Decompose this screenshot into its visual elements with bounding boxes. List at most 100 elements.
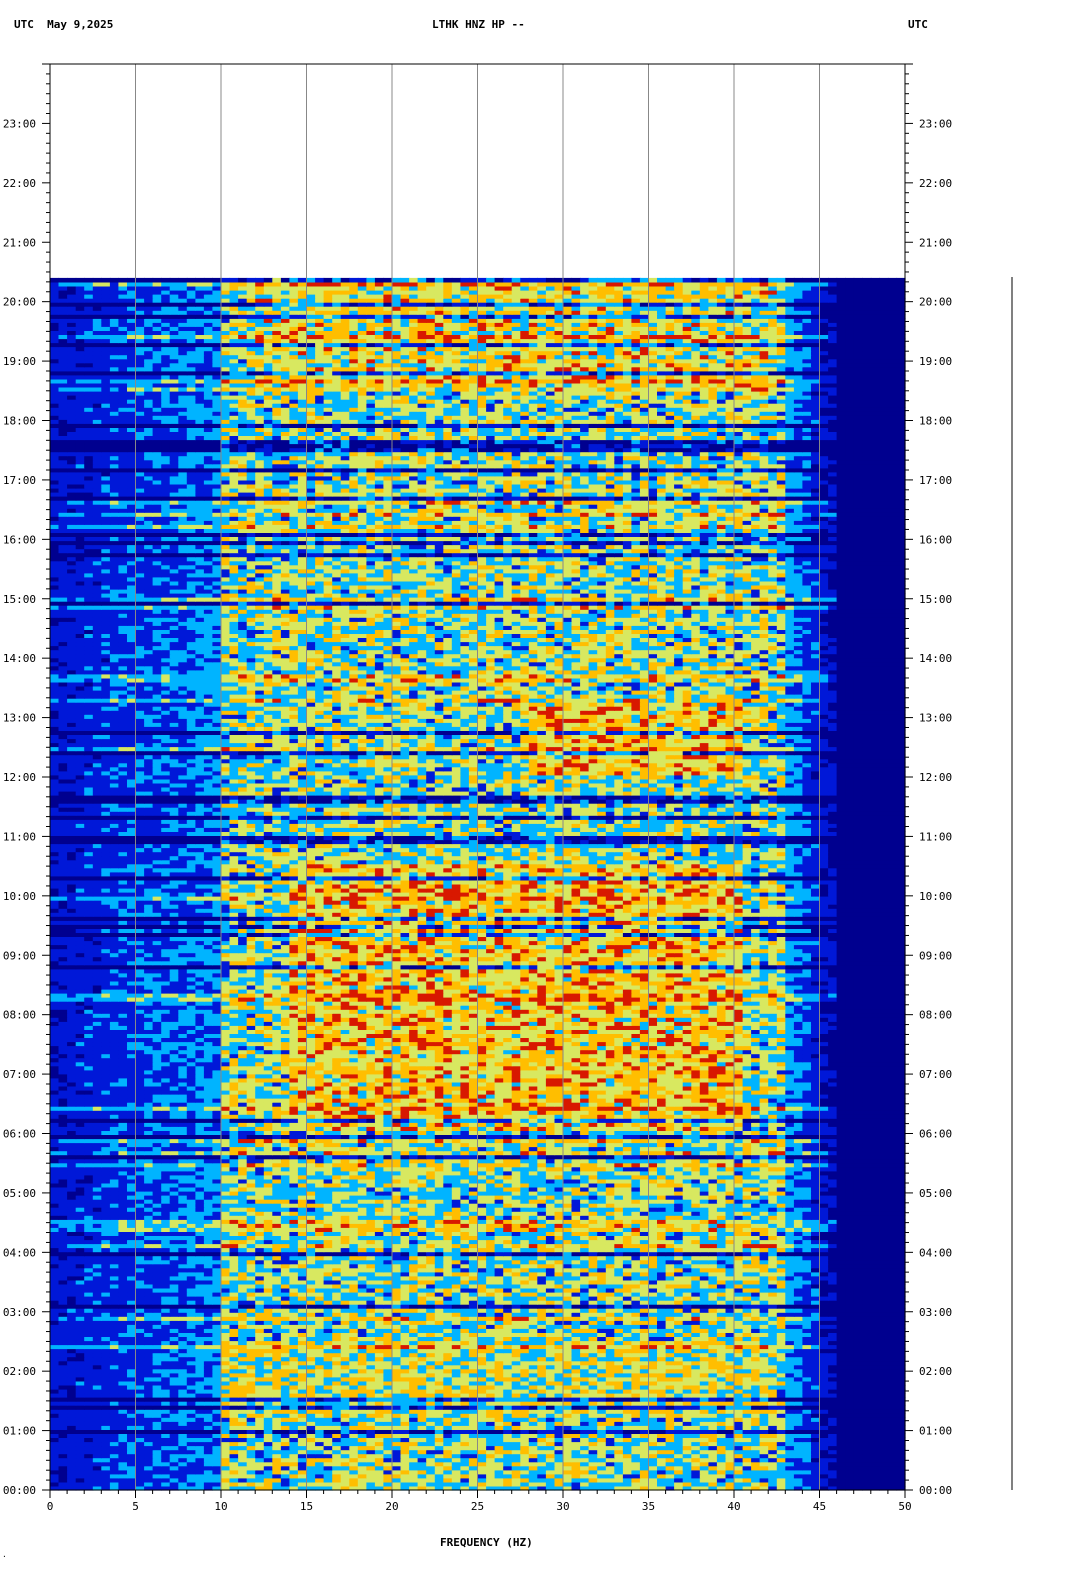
heatmap-cell	[862, 1389, 872, 1394]
heatmap-cell	[571, 1312, 581, 1317]
heatmap-cell	[571, 1429, 581, 1434]
heatmap-cell	[759, 1429, 769, 1434]
heatmap-cell	[118, 1393, 128, 1398]
heatmap-cell	[691, 1304, 701, 1309]
heatmap-cell	[776, 1340, 786, 1346]
heatmap-cell	[297, 1336, 308, 1342]
heatmap-cell	[725, 1486, 735, 1491]
heatmap-cell	[289, 1288, 299, 1293]
heatmap-cell	[520, 1486, 530, 1491]
heatmap-cell	[811, 1413, 821, 1418]
heatmap-cell	[417, 1397, 427, 1402]
heatmap-cell	[195, 1433, 205, 1438]
heatmap-cell	[306, 1288, 316, 1293]
heatmap-cell	[571, 1465, 581, 1471]
heatmap-cell	[494, 1445, 504, 1451]
heatmap-cell	[144, 1453, 154, 1459]
heatmap-cell	[340, 1356, 350, 1362]
heatmap-cell	[203, 1360, 213, 1366]
heatmap-cell	[751, 1409, 761, 1414]
heatmap-cell	[426, 1405, 436, 1410]
heatmap-cell	[699, 1457, 709, 1463]
heatmap-cell	[828, 1364, 838, 1370]
heatmap-cell	[118, 1437, 128, 1443]
heatmap-cell	[92, 1364, 102, 1370]
heatmap-cell	[614, 1300, 624, 1305]
heatmap-cell	[836, 1453, 846, 1459]
heatmap-cell	[127, 1445, 137, 1451]
heatmap-cell	[836, 1340, 846, 1346]
heatmap-cell	[674, 1421, 684, 1426]
heatmap-cell	[699, 1356, 709, 1362]
heatmap-cell	[554, 1372, 564, 1378]
heatmap-cell	[716, 1324, 727, 1329]
heatmap-cell	[417, 1304, 427, 1309]
heatmap-cell	[109, 1449, 119, 1455]
heatmap-cell	[708, 1401, 718, 1406]
heatmap-cell	[682, 1401, 692, 1406]
heatmap-cell	[511, 1457, 521, 1463]
heatmap-cell	[793, 1453, 803, 1459]
heatmap-cell	[793, 1409, 803, 1414]
heatmap-cell	[725, 1385, 735, 1390]
heatmap-cell	[161, 1324, 171, 1329]
heatmap-cell	[357, 1376, 367, 1382]
heatmap-cell	[759, 1312, 769, 1317]
heatmap-cell	[255, 1324, 265, 1329]
heatmap-cell	[511, 1368, 521, 1374]
heatmap-cell	[203, 1324, 213, 1329]
heatmap-cell	[725, 1453, 735, 1459]
heatmap-cell	[554, 1296, 564, 1301]
heatmap-cell	[272, 1320, 282, 1325]
heatmap-cell	[674, 1433, 684, 1438]
heatmap-cell	[374, 1441, 385, 1447]
heatmap-cell	[597, 1453, 607, 1459]
heatmap-cell	[272, 1328, 282, 1333]
heatmap-cell	[691, 1469, 701, 1475]
heatmap-cell	[648, 1469, 658, 1475]
heatmap-cell	[169, 1425, 179, 1430]
heatmap-cell	[152, 1385, 162, 1390]
heatmap-cell	[357, 1465, 367, 1471]
heatmap-cell	[195, 1368, 205, 1374]
heatmap-cell	[742, 1433, 752, 1438]
heatmap-cell	[374, 1312, 385, 1317]
heatmap-cell	[563, 1292, 573, 1297]
heatmap-cell	[340, 1397, 350, 1402]
heatmap-cell	[759, 1449, 769, 1455]
heatmap-cell	[776, 1380, 786, 1386]
heatmap-cell	[323, 1465, 333, 1471]
heatmap-cell	[648, 1312, 658, 1317]
heatmap-cell	[84, 1405, 94, 1410]
heatmap-cell	[545, 1300, 556, 1305]
heatmap-cell	[161, 1409, 171, 1414]
heatmap-cell	[477, 1413, 487, 1418]
heatmap-cell	[58, 1308, 68, 1313]
heatmap-cell	[280, 1481, 291, 1487]
heatmap-cell	[135, 1405, 145, 1410]
heatmap-cell	[349, 1300, 359, 1305]
heatmap-cell	[178, 1368, 188, 1374]
heatmap-cell	[135, 1328, 145, 1333]
heatmap-cell	[734, 1332, 744, 1337]
heatmap-cell	[109, 1461, 119, 1467]
heatmap-cell	[605, 1312, 615, 1317]
heatmap-cell	[212, 1324, 222, 1329]
heatmap-cell	[477, 1393, 487, 1398]
heatmap-cell	[708, 1344, 718, 1350]
heatmap-cell	[392, 1288, 402, 1293]
heatmap-cell	[417, 1421, 427, 1426]
heatmap-cell	[434, 1364, 444, 1370]
heatmap-cell	[374, 1320, 385, 1325]
heatmap-cell	[802, 1376, 812, 1382]
heatmap-cell	[460, 1445, 470, 1451]
heatmap-cell	[588, 1461, 598, 1467]
heatmap-cell	[545, 1332, 556, 1337]
heatmap-cell	[144, 1316, 154, 1321]
heatmap-cell	[75, 1441, 85, 1447]
heatmap-cell	[862, 1328, 872, 1333]
heatmap-cell	[793, 1433, 803, 1438]
heatmap-cell	[768, 1473, 778, 1479]
heatmap-cell	[127, 1316, 137, 1321]
heatmap-cell	[486, 1433, 496, 1438]
